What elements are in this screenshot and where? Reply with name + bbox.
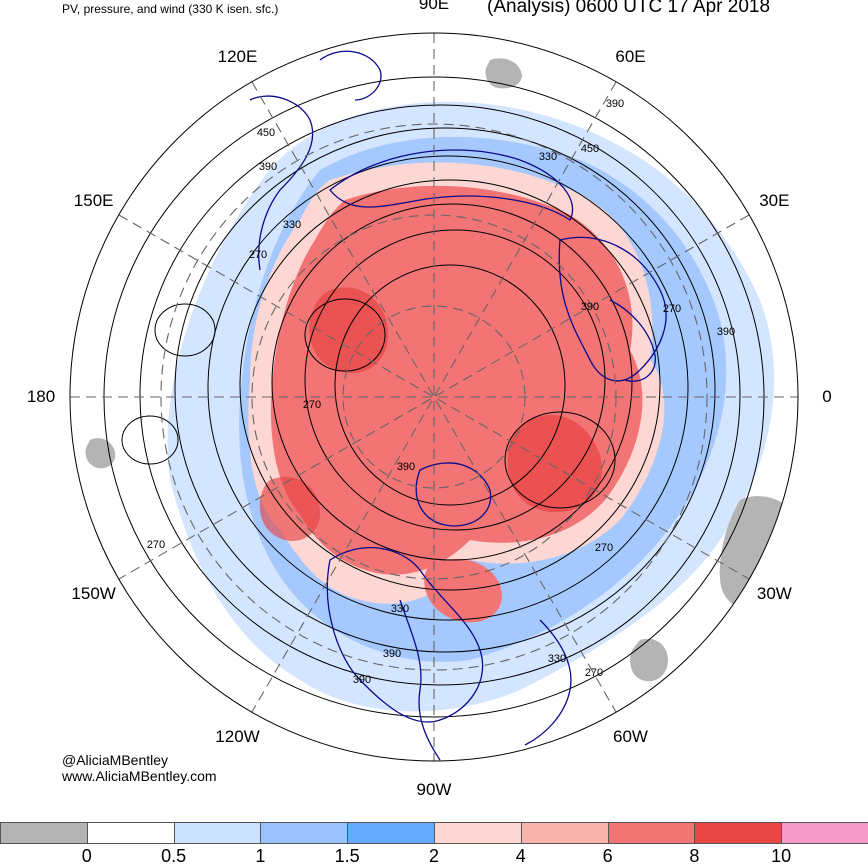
lon-label: 120W [215, 727, 260, 747]
contour-label: 270 [663, 303, 681, 315]
lon-label: 30E [759, 190, 790, 210]
colorbar-swatch [520, 822, 609, 844]
contour-label: 330 [539, 151, 557, 163]
product-title: PV, pressure, and wind (330 K isen. sfc.… [62, 2, 279, 16]
pv-gray-patch-south [630, 638, 668, 682]
pv-shading [85, 58, 798, 712]
lon-label: 150E [73, 190, 114, 210]
pv-dark-red-cell-2 [309, 287, 389, 374]
analysis-title: (Analysis) 0600 UTC 17 Apr 2018 [487, 0, 771, 17]
colorbar-swatch [173, 822, 262, 844]
lon-label: 90W [416, 780, 452, 799]
colorbar-swatch [347, 822, 435, 844]
credit-website: www.AliciaMBentley.com [62, 768, 217, 784]
contour-label: 450 [581, 143, 599, 155]
colorbar-tick-label: 2 [428, 846, 440, 866]
contour-label: 270 [595, 542, 613, 554]
contour-label: 390 [259, 161, 277, 173]
colorbar-tick-label: 0.5 [161, 846, 187, 866]
lon-label: 90E [418, 0, 450, 13]
colorbar-tick-label: 6 [602, 846, 613, 866]
contour-label: 390 [581, 301, 599, 313]
graticule [70, 33, 798, 761]
pv-red-zone [270, 185, 643, 575]
contour-label: 390 [717, 326, 735, 338]
colorbar-swatch [434, 822, 522, 844]
colorbar-tick-label: 4 [515, 846, 526, 866]
contour-label: 330 [548, 653, 566, 665]
pv-gray-patch-north [485, 58, 522, 89]
colorbar-swatch [781, 822, 868, 844]
contour-labels: 450 390 330 270 390 450 330 390 270 390 270 390 270 2… [147, 98, 735, 686]
contour-label: 450 [257, 127, 275, 139]
contour-label: 390 [606, 98, 624, 110]
coastlines [249, 50, 667, 761]
lon-label: 150W [71, 583, 116, 603]
colorbar-tick-label: 10 [771, 846, 792, 866]
contour-label: 270 [585, 667, 603, 679]
contour-label: 330 [283, 219, 301, 231]
lon-label: 60W [613, 727, 648, 747]
colorbar-tick-label: 1 [255, 846, 266, 866]
contour-label: 270 [249, 249, 267, 261]
lon-label: 30W [756, 583, 792, 603]
contour-label: 390 [383, 648, 401, 660]
pv-red-lobe-na [424, 558, 502, 623]
polar-map: 450 390 330 270 390 450 330 390 270 390 270 390 270 2… [69, 32, 799, 762]
colorbar-tick-label: 1.5 [334, 846, 360, 866]
contour-label: 270 [147, 539, 165, 551]
contour-label: 330 [391, 603, 409, 615]
colorbar-tick-label: 0 [81, 846, 92, 866]
lon-label: 60E [615, 46, 646, 66]
isobars [103, 76, 765, 718]
colorbar-swatch [260, 822, 349, 844]
map-border [69, 32, 799, 762]
lon-label: 180 [26, 387, 56, 406]
contour-label: 270 [303, 399, 321, 411]
colorbar-swatch [86, 822, 175, 844]
pv-dark-red-cell-1 [507, 414, 602, 513]
contour-label: 390 [397, 461, 415, 473]
lon-label: 0 [822, 387, 832, 406]
contour-label: 390 [353, 674, 371, 686]
colorbar-tick-label: 8 [689, 846, 700, 866]
colorbar-swatch [694, 822, 783, 844]
credit-handle: @AliciaMBentley [62, 752, 169, 768]
pv-colorbar [0, 822, 868, 846]
colorbar-swatch [0, 822, 88, 844]
lon-label: 120E [217, 46, 258, 66]
colorbar-swatch [607, 822, 696, 844]
